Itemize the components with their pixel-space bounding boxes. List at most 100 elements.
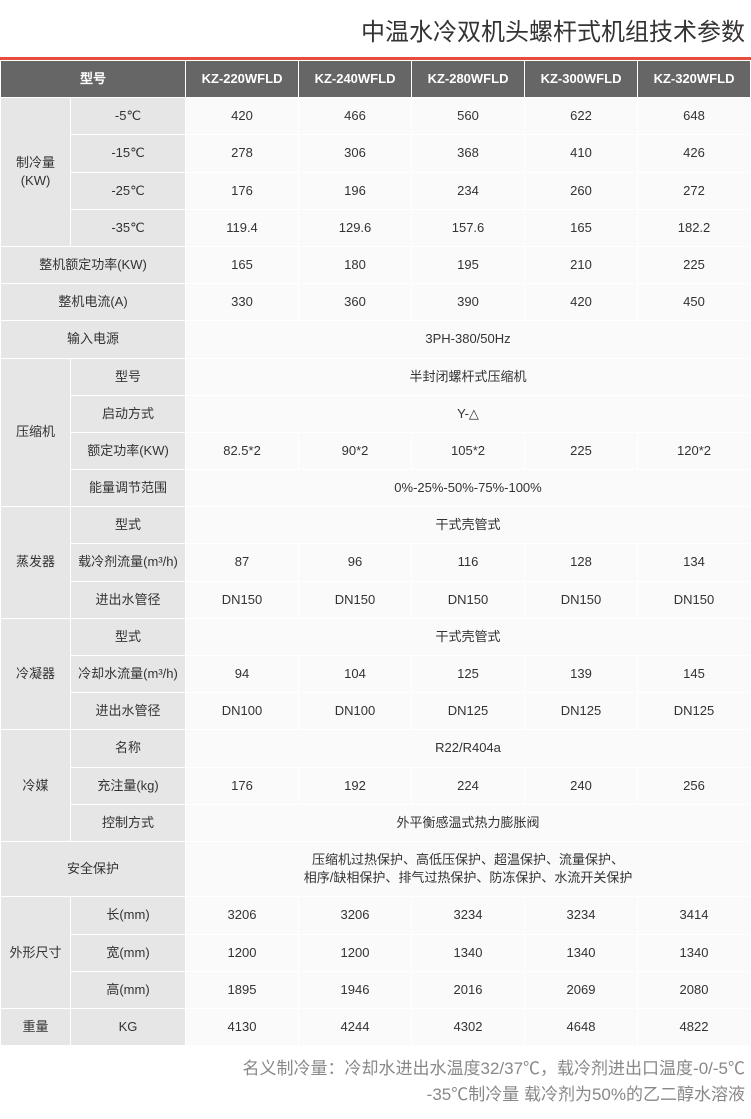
cell: 368 [412,135,525,172]
cell: 2080 [638,971,751,1008]
table-row: 进出水管径 DN100 DN100 DN125 DN125 DN125 [1,693,751,730]
table-row: 输入电源 3PH-380/50Hz [1,321,751,358]
cell: 145 [638,656,751,693]
cell: 3206 [299,897,412,934]
cell: DN150 [525,581,638,618]
cell: 176 [186,767,299,804]
cell: 90*2 [299,432,412,469]
cell-span: 干式壳管式 [186,507,751,544]
cell: 116 [412,544,525,581]
cell: 128 [525,544,638,581]
row-label: 名称 [71,730,186,767]
row-label: 能量调节范围 [71,470,186,507]
table-row: -15℃ 278 306 368 410 426 [1,135,751,172]
table-row: 宽(mm) 1200 1200 1340 1340 1340 [1,934,751,971]
cell: DN125 [525,693,638,730]
cell: 234 [412,172,525,209]
row-label: 进出水管径 [71,581,186,618]
spec-table: 型号 KZ-220WFLD KZ-240WFLD KZ-280WFLD KZ-3… [0,60,751,1046]
cell: 94 [186,656,299,693]
cell-span: 3PH-380/50Hz [186,321,751,358]
table-row: 启动方式 Y-△ [1,395,751,432]
table-row: 充注量(kg) 176 192 224 240 256 [1,767,751,804]
table-row: 进出水管径 DN150 DN150 DN150 DN150 DN150 [1,581,751,618]
cell: 1895 [186,971,299,1008]
cell: DN150 [186,581,299,618]
row-label: -15℃ [71,135,186,172]
cell: 196 [299,172,412,209]
cell: 129.6 [299,209,412,246]
cell: DN150 [638,581,751,618]
cell: 1340 [638,934,751,971]
cell: 3234 [412,897,525,934]
cell: 180 [299,246,412,283]
table-row: -35℃ 119.4 129.6 157.6 165 182.2 [1,209,751,246]
cell-span: 外平衡感温式热力膨胀阀 [186,804,751,841]
cell: 1340 [525,934,638,971]
footnote-line2: -35℃制冷量 载冷剂为50%的乙二醇水溶液 [427,1085,745,1104]
model-col: KZ-320WFLD [638,61,751,98]
row-label: 整机电流(A) [1,284,186,321]
table-row: 制冷量(KW) -5℃ 420 466 560 622 648 [1,98,751,135]
table-row: 高(mm) 1895 1946 2016 2069 2080 [1,971,751,1008]
cell: 420 [186,98,299,135]
cell: 225 [525,432,638,469]
header-row: 型号 KZ-220WFLD KZ-240WFLD KZ-280WFLD KZ-3… [1,61,751,98]
cell: 410 [525,135,638,172]
row-label: 高(mm) [71,971,186,1008]
cell-span: 半封闭螺杆式压缩机 [186,358,751,395]
cell: 4822 [638,1008,751,1045]
cell-span: 压缩机过热保护、高低压保护、超温保护、流量保护、 相序/缺相保护、排气过热保护、… [186,841,751,896]
row-label: 型式 [71,618,186,655]
cell: DN100 [299,693,412,730]
cell: 390 [412,284,525,321]
cell: 4302 [412,1008,525,1045]
cell: 125 [412,656,525,693]
table-row: 外形尺寸 长(mm) 3206 3206 3234 3234 3414 [1,897,751,934]
cell: 104 [299,656,412,693]
table-row: 额定功率(KW) 82.5*2 90*2 105*2 225 120*2 [1,432,751,469]
cell: 210 [525,246,638,283]
refrigerant-group: 冷媒 [1,730,71,842]
cell: 139 [525,656,638,693]
row-label: 额定功率(KW) [71,432,186,469]
cell: DN125 [638,693,751,730]
cell: 182.2 [638,209,751,246]
cell: 165 [525,209,638,246]
cell: 260 [525,172,638,209]
cell: 225 [638,246,751,283]
cell: 1340 [412,934,525,971]
table-row: 冷却水流量(m³/h) 94 104 125 139 145 [1,656,751,693]
cell: 1200 [186,934,299,971]
cell: DN125 [412,693,525,730]
cell: 330 [186,284,299,321]
cell: 3234 [525,897,638,934]
cell: 4130 [186,1008,299,1045]
cell: 195 [412,246,525,283]
cell: 426 [638,135,751,172]
model-col: KZ-300WFLD [525,61,638,98]
row-label: 宽(mm) [71,934,186,971]
row-label: 冷却水流量(m³/h) [71,656,186,693]
row-label: -25℃ [71,172,186,209]
dimensions-group: 外形尺寸 [1,897,71,1009]
model-header: 型号 [1,61,186,98]
cell: 120*2 [638,432,751,469]
model-col: KZ-220WFLD [186,61,299,98]
weight-group: 重量 [1,1008,71,1045]
cell: 466 [299,98,412,135]
row-label: 充注量(kg) [71,767,186,804]
row-label: 控制方式 [71,804,186,841]
row-label: 启动方式 [71,395,186,432]
cell: DN100 [186,693,299,730]
row-label: KG [71,1008,186,1045]
cell: 560 [412,98,525,135]
table-row: 安全保护 压缩机过热保护、高低压保护、超温保护、流量保护、 相序/缺相保护、排气… [1,841,751,896]
cell-span: 0%-25%-50%-75%-100% [186,470,751,507]
cell: 176 [186,172,299,209]
cell: 165 [186,246,299,283]
cell: 4648 [525,1008,638,1045]
table-row: 能量调节范围 0%-25%-50%-75%-100% [1,470,751,507]
cell: 2016 [412,971,525,1008]
condenser-group: 冷凝器 [1,618,71,730]
